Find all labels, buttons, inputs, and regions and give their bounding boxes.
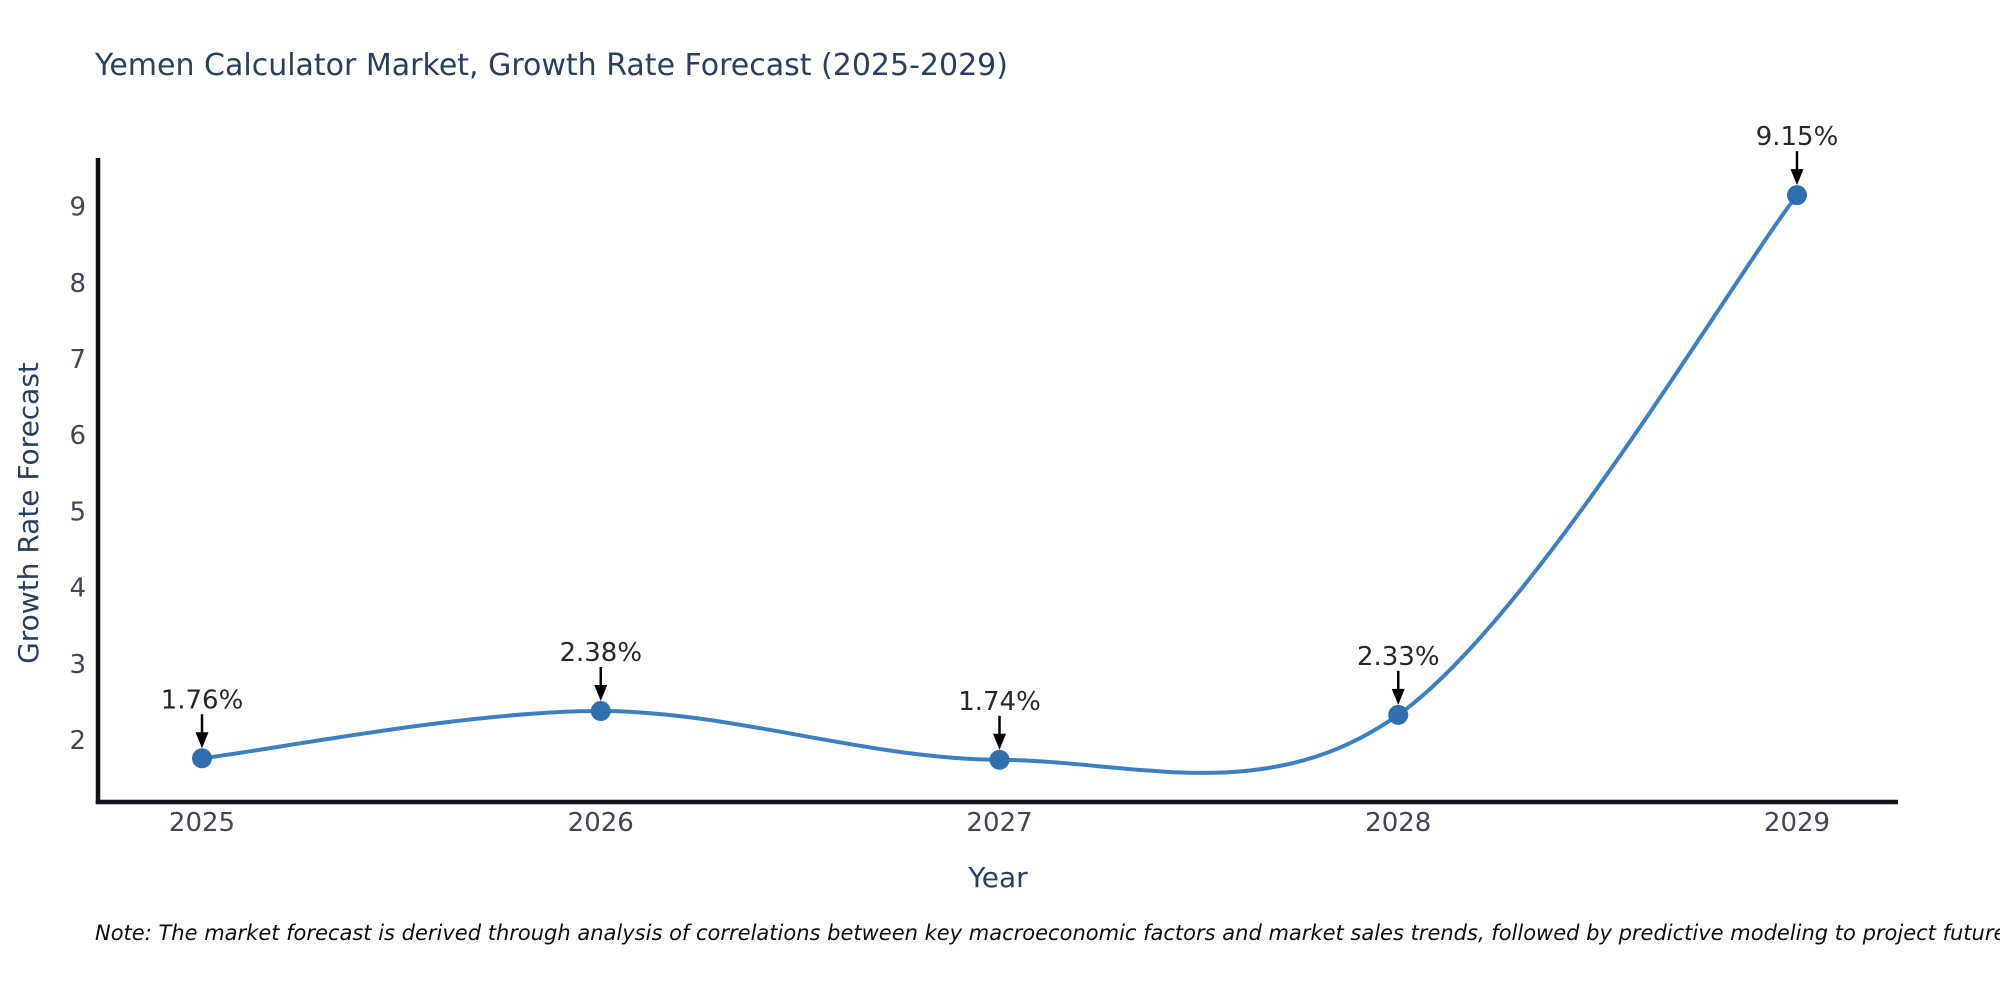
y-tick-label: 4: [69, 574, 86, 604]
data-point-marker: [1388, 704, 1409, 725]
annotations-group: 1.76% 2.38% 1.74% 2.33% 9.15%: [161, 122, 1839, 750]
point-annotation-label: 1.76%: [161, 685, 244, 715]
series-group: [192, 185, 1807, 775]
point-annotation-label: 1.74%: [958, 687, 1041, 717]
y-axis-ticks: 2 3 4 5 6 7 8 9: [69, 193, 86, 756]
y-tick-label: 2: [69, 726, 86, 756]
x-tick-label: 2028: [1365, 808, 1431, 838]
y-tick-label: 6: [69, 421, 86, 451]
y-tick-label: 9: [69, 193, 86, 223]
x-tick-label: 2029: [1764, 808, 1830, 838]
y-tick-label: 5: [69, 497, 86, 527]
point-annotation-label: 9.15%: [1756, 122, 1839, 152]
annotation-arrow-head: [993, 733, 1006, 750]
x-tick-label: 2025: [169, 808, 235, 838]
x-tick-label: 2026: [568, 808, 634, 838]
data-point-marker: [590, 701, 611, 722]
x-axis-ticks: 2025 2026 2027 2028 2029: [169, 808, 1830, 838]
y-tick-label: 7: [69, 345, 86, 375]
annotation-arrow-head: [1790, 169, 1804, 186]
annotation-arrow-head: [1391, 688, 1405, 705]
x-axis-title: Year: [967, 861, 1028, 894]
point-annotation-label: 2.38%: [559, 638, 642, 668]
series-line: [200, 193, 1799, 775]
data-point-marker: [1787, 185, 1807, 206]
footnote: Note: The market forecast is derived thr…: [95, 921, 2000, 945]
annotation-arrow-head: [594, 685, 608, 702]
y-axis-title: Growth Rate Forecast: [12, 362, 45, 664]
x-tick-label: 2027: [966, 808, 1032, 838]
data-point-marker: [192, 748, 212, 769]
chart-title: Yemen Calculator Market, Growth Rate For…: [94, 48, 1008, 83]
y-tick-label: 8: [69, 269, 86, 299]
data-point-marker: [989, 749, 1010, 770]
y-tick-label: 3: [69, 650, 86, 680]
point-annotation-label: 2.33%: [1357, 642, 1440, 672]
annotation-arrow-head: [195, 732, 209, 749]
